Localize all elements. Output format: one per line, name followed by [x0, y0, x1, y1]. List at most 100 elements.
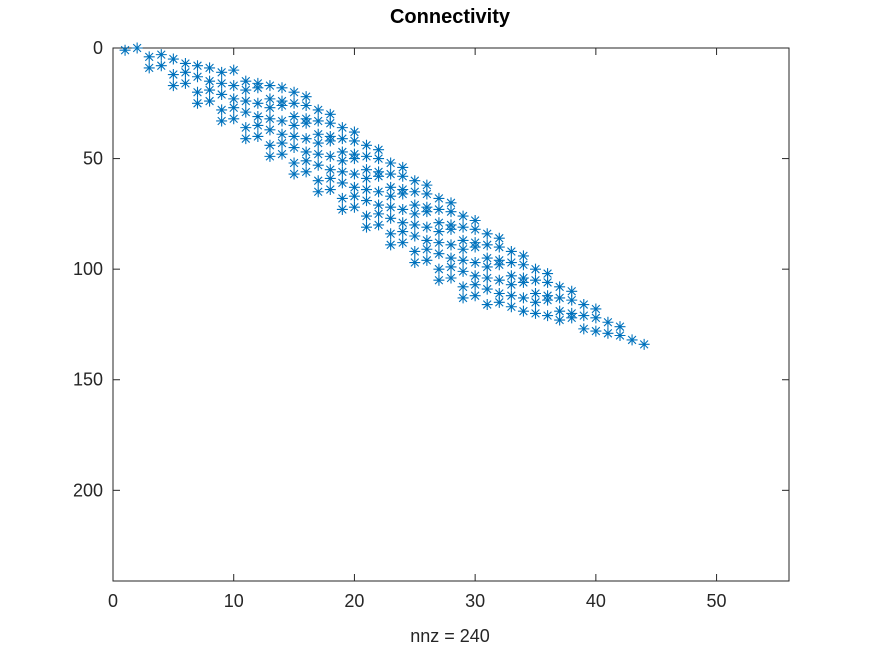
data-point [276, 100, 288, 112]
y-tick-label: 100 [73, 259, 103, 279]
data-point [385, 157, 397, 169]
data-point [312, 175, 324, 187]
data-point [373, 208, 385, 220]
data-point [590, 325, 602, 337]
data-point [385, 228, 397, 240]
x-tick-label: 20 [344, 591, 364, 611]
data-point [481, 261, 493, 273]
data-point [179, 77, 191, 89]
data-point [457, 292, 469, 304]
data-point [348, 153, 360, 165]
data-point [481, 283, 493, 295]
data-point [505, 301, 517, 313]
data-point [336, 192, 348, 204]
x-tick-label: 0 [108, 591, 118, 611]
data-point [385, 201, 397, 213]
data-point [590, 312, 602, 324]
data-point [457, 221, 469, 233]
data-point [119, 44, 131, 56]
data-point [457, 281, 469, 293]
data-point [445, 239, 457, 251]
data-point [493, 287, 505, 299]
data-point [542, 294, 554, 306]
data-point [445, 252, 457, 264]
data-point [312, 104, 324, 116]
data-points [119, 42, 650, 350]
x-tick-label: 40 [586, 591, 606, 611]
data-point [409, 245, 421, 257]
data-point [288, 86, 300, 98]
data-point [530, 287, 541, 299]
data-point [626, 334, 638, 346]
data-point [505, 290, 517, 302]
data-point [554, 305, 566, 317]
y-tick-label: 0 [93, 38, 103, 58]
data-point [348, 168, 360, 180]
data-point [481, 272, 493, 284]
data-point [348, 135, 360, 147]
data-point [409, 199, 421, 211]
data-point [433, 237, 445, 249]
data-point [204, 75, 216, 87]
data-point [445, 261, 457, 273]
data-point [324, 164, 336, 176]
data-point [228, 93, 240, 105]
data-point [312, 128, 324, 140]
data-point [264, 80, 276, 92]
data-point [614, 330, 626, 342]
data-point [240, 122, 252, 134]
data-point [614, 321, 626, 333]
data-point [240, 106, 252, 118]
data-point [409, 175, 421, 187]
data-point [481, 299, 493, 311]
data-point [421, 254, 433, 266]
y-tick-label: 150 [73, 370, 103, 390]
data-point [602, 316, 614, 328]
data-point [554, 314, 566, 326]
data-point [216, 77, 228, 89]
data-point [433, 192, 445, 204]
data-point [397, 203, 409, 215]
data-point [143, 51, 155, 63]
data-point [216, 88, 228, 100]
data-point [264, 113, 276, 125]
data-point [288, 157, 300, 169]
data-point [385, 212, 397, 224]
data-point [469, 215, 481, 227]
data-point [276, 115, 288, 127]
chart-title: Connectivity [390, 6, 511, 28]
data-point [143, 62, 155, 74]
data-point [493, 241, 505, 253]
data-point [554, 292, 566, 304]
data-point [324, 135, 336, 147]
data-point [505, 279, 517, 291]
data-point [324, 108, 336, 120]
data-point [167, 80, 179, 92]
data-point [590, 303, 602, 315]
data-point [300, 155, 312, 167]
x-tick-label: 10 [224, 591, 244, 611]
data-point [457, 243, 469, 255]
data-point [361, 210, 372, 222]
data-point [457, 234, 469, 246]
data-point [493, 296, 505, 308]
data-point [264, 124, 276, 136]
data-point [433, 274, 445, 286]
data-point [216, 104, 228, 116]
data-point [566, 285, 578, 297]
data-point [300, 166, 312, 178]
data-point [264, 93, 276, 105]
data-point [300, 91, 312, 103]
data-point [373, 219, 385, 231]
data-point [192, 86, 203, 98]
data-point [397, 217, 409, 229]
data-point [469, 290, 481, 302]
data-point [192, 60, 203, 72]
data-point [409, 186, 421, 198]
y-tick-label: 50 [83, 149, 103, 169]
data-point [493, 274, 505, 286]
data-point [457, 210, 469, 222]
data-point [421, 234, 433, 246]
data-point [421, 179, 433, 191]
data-point [288, 130, 300, 142]
